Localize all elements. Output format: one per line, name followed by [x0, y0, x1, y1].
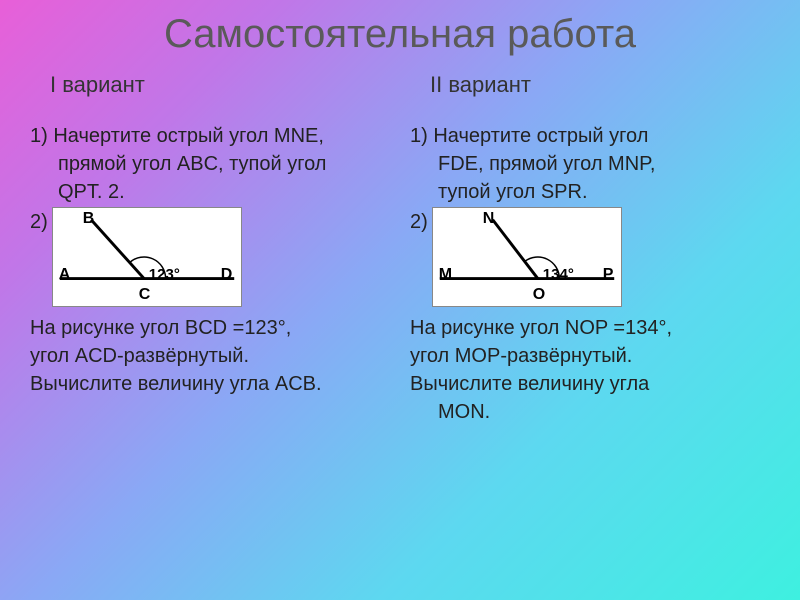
diagram-angle-text: 123°: [149, 266, 180, 283]
columns: I вариант 1) Начертите острый угол MNE, …: [0, 72, 800, 427]
task1-left-line2: прямой угол ABC, тупой угол: [30, 151, 390, 177]
right-column: II вариант 1) Начертите острый угол FDE,…: [400, 72, 780, 427]
diagram-angle-text: 134°: [543, 266, 574, 283]
task2-left: 2) B A D C 123°: [30, 207, 390, 315]
left-after1: На рисунке угол BCD =123°,: [30, 315, 390, 341]
task1-right-line2: FDE, прямой угол MNP,: [410, 151, 770, 177]
left-after2: угол ACD-развёрнутый.: [30, 343, 390, 369]
left-column: I вариант 1) Начертите острый угол MNE, …: [20, 72, 400, 427]
right-after1: На рисунке угол NOP =134°,: [410, 315, 770, 341]
diagram-label-top: B: [83, 210, 95, 228]
variant-label-right: II вариант: [430, 72, 770, 98]
right-after3: Вычислите величину угла: [410, 371, 770, 397]
diagram-label-right: P: [603, 266, 614, 284]
task1-right-line3: тупой угол SPR.: [410, 179, 770, 205]
task1-left-line3: QPT. 2.: [30, 179, 390, 205]
angle-diagram-right: N M P O 134°: [432, 207, 622, 307]
diagram-label-vertex: C: [139, 286, 151, 304]
task2-num-right: 2): [410, 207, 428, 234]
task2-num-left: 2): [30, 207, 48, 234]
diagram-label-vertex: O: [533, 286, 545, 304]
diagram-label-top: N: [483, 210, 495, 228]
angle-diagram-left: B A D C 123°: [52, 207, 242, 307]
variant-label-left: I вариант: [50, 72, 390, 98]
left-after3: Вычислите величину угла ACB.: [30, 371, 390, 397]
right-after4: MON.: [410, 399, 770, 425]
diagram-label-left: M: [439, 266, 452, 284]
diagram-label-left: A: [59, 266, 71, 284]
right-after2: угол MOP-развёрнутый.: [410, 343, 770, 369]
diagram-label-right: D: [221, 266, 233, 284]
page-title: Самостоятельная работа: [0, 0, 800, 57]
task2-right: 2) N M P O 134°: [410, 207, 770, 315]
task1-left-line1: 1) Начертите острый угол MNE,: [30, 123, 390, 149]
task1-right-line1: 1) Начертите острый угол: [410, 123, 770, 149]
